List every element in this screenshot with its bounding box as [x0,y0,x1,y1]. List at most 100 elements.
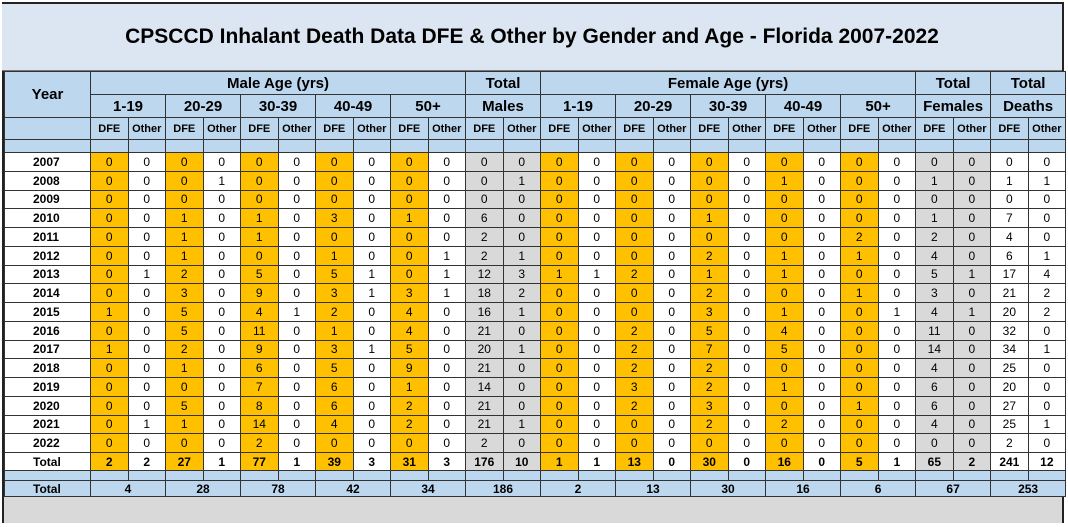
female-other-cell: 0 [802,320,842,341]
female-dfe-cell: 0 [615,414,654,435]
total-males-dfe-cell: 20 [465,339,504,360]
male-dfe-cell: 0 [165,170,204,191]
table-row: 2019 0 0 0 0 7 0 6 0 1 0 14 0 0 0 3 0 2 0 1 0 0 0 6 0 20 0 [4,377,1067,397]
male-age-header: Male Age (yrs) [89,71,467,95]
spacer-cell [1027,470,1067,481]
dfe-subheader: DFE [540,117,579,140]
female-other-cell: 0 [577,283,617,303]
female-dfe-cell: 0 [540,245,579,266]
dfe-subheader: DFE [990,117,1029,140]
male-age-50-plus: 50+ [389,94,467,118]
total-deaths-other-cell: 1 [1027,170,1067,191]
male-other-cell: 0 [352,302,391,322]
male-other-cell: 1 [427,245,467,266]
male-other-cell: 0 [202,208,241,228]
female-dfe-cell: 3 [690,302,729,322]
total-females-dfe-cell: 4 [915,245,954,266]
male-other-cell: 0 [127,170,166,191]
female-other-cell: 0 [802,452,842,471]
year-cell: Total [4,452,91,471]
female-other-cell: 0 [802,377,842,397]
female-other-cell: 0 [877,227,917,247]
female-other-cell: 0 [802,189,842,210]
year-header: Year [4,71,91,118]
spacer-cell [765,139,804,153]
spacer-cell [502,470,542,481]
female-dfe-cell: 5 [840,452,879,471]
female-dfe-cell: 0 [840,414,879,435]
female-other-cell: 0 [877,377,917,397]
year-cell: 2015 [4,302,91,322]
other-subheader: Other [1027,117,1067,140]
spacer-cell [240,470,279,481]
male-age-20-29: 20-29 [165,94,241,118]
female-dfe-cell: 0 [840,152,879,172]
male-dfe-cell: 6 [315,377,354,397]
total-deaths-dfe-cell: 20 [990,302,1029,322]
table-row: 2020 0 0 5 0 8 0 6 0 2 0 21 0 0 0 2 0 3 0 0 0 1 0 6 0 27 0 [4,395,1067,416]
female-dfe-cell: 0 [765,189,804,210]
total-deaths-other-cell: 2 [1027,302,1067,322]
total-females-dfe-cell: 4 [915,414,954,435]
male-other-cell: 0 [352,320,391,341]
spacer-cell [652,470,692,481]
subheader-blank [4,117,91,140]
totals-row: Total 2 2 27 1 77 1 39 3 31 3 176 10 1 1 13 0 30 0 16 0 5 1 65 2… [4,452,1067,471]
grand-total-female-cell: 2 [540,480,617,497]
female-other-cell: 1 [577,452,617,471]
male-other-cell: 0 [277,283,316,303]
year-cell: 2011 [4,227,91,247]
female-dfe-cell: 3 [615,377,654,397]
female-dfe-cell: 0 [540,170,579,191]
grand-total-females-cell: 67 [915,480,992,497]
total-females-dfe-cell: 6 [915,377,954,397]
male-other-cell: 0 [427,320,467,341]
male-dfe-cell: 2 [390,414,429,435]
total-males-other-cell: 1 [502,414,542,435]
female-other-cell: 0 [652,208,692,228]
grand-total-male-cell: 42 [315,480,391,497]
female-dfe-cell: 0 [840,189,879,210]
spacer-cell [802,139,842,153]
year-cell: 2020 [4,395,91,416]
female-other-cell: 0 [577,170,617,191]
spacer-cell [727,139,767,153]
female-dfe-cell: 0 [765,395,804,416]
total-females-dfe-cell: 65 [915,452,954,471]
male-other-cell: 0 [352,189,391,210]
grand-total-female-cell: 6 [840,480,917,497]
female-dfe-cell: 0 [540,227,579,247]
male-dfe-cell: 1 [90,302,129,322]
male-dfe-cell: 3 [315,208,354,228]
male-other-cell: 1 [427,283,467,303]
dfe-subheader: DFE [390,117,429,140]
total-females-dfe-cell: 3 [915,283,954,303]
other-subheader: Other [202,117,241,140]
male-other-cell: 0 [127,189,166,210]
spacer-cell [540,139,579,153]
grand-total-male-cell: 4 [90,480,166,497]
female-other-cell: 0 [652,358,692,378]
female-dfe-cell: 0 [840,320,879,341]
female-dfe-cell: 0 [540,395,579,416]
year-cell: 2010 [4,208,91,228]
female-dfe-cell: 1 [765,377,804,397]
female-other-cell: 0 [652,320,692,341]
male-other-cell: 0 [202,264,241,285]
dfe-subheader: DFE [165,117,204,140]
male-dfe-cell: 0 [90,152,129,172]
male-dfe-cell: 5 [165,302,204,322]
male-other-cell: 1 [202,452,241,471]
total-deaths-other-cell: 4 [1027,264,1067,285]
total-males-other-cell: 0 [502,377,542,397]
male-other-cell: 1 [127,414,166,435]
female-other-cell: 0 [652,377,692,397]
female-other-cell: 0 [727,452,767,471]
male-other-cell: 0 [352,152,391,172]
male-dfe-cell: 9 [390,358,429,378]
female-other-cell: 0 [652,170,692,191]
male-other-cell: 0 [127,320,166,341]
spacer-cell [465,139,504,153]
total-females-other-cell: 0 [952,414,992,435]
total-males-dfe-cell: 0 [465,170,504,191]
